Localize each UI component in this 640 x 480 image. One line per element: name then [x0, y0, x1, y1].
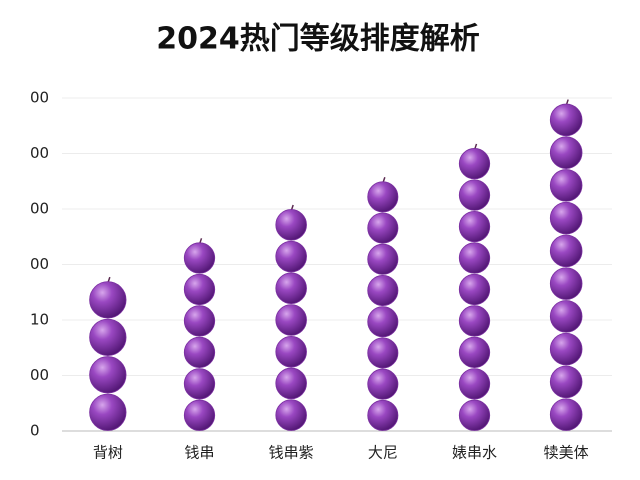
chart-title: 2024热门等级排度解析 — [156, 22, 480, 57]
bead — [458, 273, 491, 306]
bead-stack — [549, 99, 583, 431]
bead — [458, 179, 491, 211]
y-tick-label: 00 — [30, 255, 49, 273]
x-tick-label: 大尼 — [368, 444, 398, 462]
bead — [367, 368, 399, 400]
y-tick-label: 00 — [30, 366, 49, 384]
y-tick-label: 00 — [30, 200, 49, 218]
bead — [275, 209, 307, 241]
bead — [183, 368, 216, 400]
bead — [367, 212, 399, 244]
bead — [89, 281, 127, 319]
bead — [458, 368, 491, 400]
bead — [549, 169, 583, 202]
bead — [367, 399, 399, 431]
bead — [458, 242, 491, 274]
bead — [275, 335, 307, 368]
bead — [367, 243, 399, 275]
x-tick-label: 背树 — [93, 444, 123, 462]
bead — [275, 367, 307, 400]
bead — [183, 242, 216, 274]
bead-stack — [367, 177, 399, 431]
bead — [549, 136, 583, 169]
bead — [275, 304, 307, 336]
bead — [549, 300, 583, 333]
bead — [458, 336, 491, 368]
bead — [458, 210, 491, 243]
x-tick-label: 婊串水 — [452, 444, 497, 462]
y-tick-label: 00 — [30, 89, 49, 107]
bead — [183, 399, 216, 431]
bead — [549, 103, 583, 137]
bead — [89, 356, 127, 394]
x-tick-label: 钱串紫 — [269, 444, 314, 462]
bead-stack — [89, 276, 127, 431]
bead-stack — [275, 204, 307, 431]
bead — [549, 201, 583, 235]
bead — [458, 305, 491, 337]
y-tick-label: 00 — [30, 144, 49, 162]
bead — [183, 305, 216, 337]
x-tick-label: 犊美体 — [544, 444, 589, 462]
bead — [275, 399, 307, 431]
bead — [458, 399, 491, 431]
bead — [458, 148, 491, 180]
bead — [275, 240, 307, 273]
bead — [183, 336, 216, 368]
bead — [367, 337, 399, 369]
bead-stack — [183, 238, 216, 431]
bead — [549, 234, 583, 268]
bead — [183, 273, 216, 306]
bead — [367, 275, 399, 307]
bead — [549, 365, 583, 399]
bead — [275, 272, 307, 305]
bead — [367, 181, 399, 213]
bead — [367, 306, 399, 338]
bead — [549, 332, 583, 366]
bead — [89, 318, 127, 356]
bead — [549, 267, 583, 300]
x-tick-label: 钱串 — [184, 444, 214, 462]
bead — [89, 393, 127, 431]
y-tick-label: 0 — [30, 422, 40, 440]
bead — [549, 398, 583, 431]
bead-stack — [458, 143, 491, 431]
y-tick-label: 10 — [30, 311, 49, 329]
